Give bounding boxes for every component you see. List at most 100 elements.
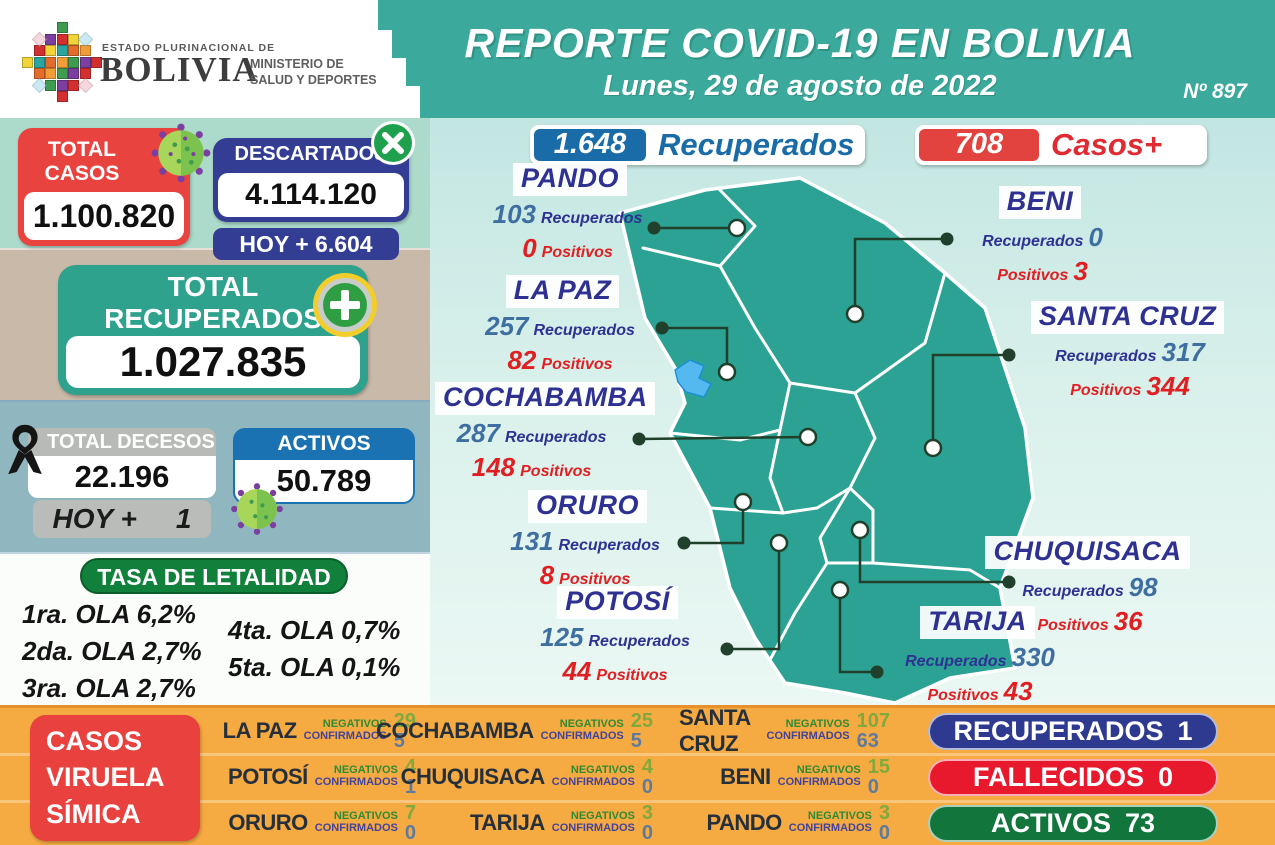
negativos-value: 7 bbox=[404, 802, 416, 824]
recuperados-label: Recuperados bbox=[533, 322, 635, 339]
tasa-row: 1ra. OLA 6,2% bbox=[22, 599, 196, 629]
department-borders bbox=[641, 186, 1002, 660]
tasa-letalidad-title: TASA DE LETALIDAD bbox=[80, 558, 348, 594]
negativos-value: 4 bbox=[404, 756, 416, 778]
logo-square bbox=[79, 56, 91, 68]
recuperados-value: 103 bbox=[492, 199, 536, 229]
dept-cochabamba-positivos: 148 Positivos bbox=[435, 452, 633, 483]
logo-square bbox=[45, 68, 56, 79]
map-dept-beni: BENI Recuperados 0 Positivos 3 bbox=[955, 186, 1125, 287]
daily-recuperados-badge: 1.648 Recuperados bbox=[530, 125, 865, 165]
recuperados-value: 330 bbox=[1011, 642, 1055, 672]
dept-beni-recuperados: Recuperados 0 bbox=[955, 222, 1125, 253]
ministry-name: MINISTERIO DE SALUD Y DEPORTES bbox=[250, 56, 377, 89]
map-dept-oruro: ORURO 131 Recuperados 8 Positivos bbox=[495, 490, 680, 591]
logo-square bbox=[91, 56, 102, 68]
logo-title: BOLIVIA bbox=[100, 50, 259, 89]
dept-name: COCHABAMBA bbox=[435, 382, 656, 415]
dept-potosi-positivos: 44 Positivos bbox=[515, 656, 720, 687]
map-dept-pando: PANDO 103 Recuperados 0 Positivos bbox=[490, 163, 650, 264]
monkeypox-labels: NEGATIVOS CONFIRMADOS bbox=[315, 811, 398, 834]
recuperados-label: Recuperados bbox=[558, 537, 660, 554]
confirmados-value: 0 bbox=[641, 822, 653, 844]
positivos-label: Positivos bbox=[1037, 617, 1109, 634]
dept-oruro-recuperados: 131 Recuperados bbox=[495, 526, 680, 557]
negativos-label: NEGATIVOS bbox=[807, 810, 872, 823]
confirmados-label: CONFIRMADOS bbox=[540, 730, 624, 742]
dept-tarija-positivos: Positivos 43 bbox=[885, 676, 1070, 707]
monkeypox-dept-name: BENI bbox=[720, 764, 771, 789]
monkeypox-labels: NEGATIVOS CONFIRMADOS bbox=[552, 811, 635, 834]
dept-cochabamba-recuperados: 287 Recuperados bbox=[435, 418, 633, 449]
dept-name: PANDO bbox=[512, 163, 627, 196]
total-pill-value: 1 bbox=[1177, 716, 1193, 746]
total-recuperados-card: TOTAL RECUPERADOS 1.027.835 bbox=[58, 265, 368, 395]
recuperados-label: Recuperados bbox=[505, 429, 607, 446]
monkeypox-labels: NEGATIVOS CONFIRMADOS bbox=[552, 765, 635, 788]
row-divider bbox=[0, 800, 1275, 803]
confirmados-label: CONFIRMADOS bbox=[551, 776, 635, 788]
negativos-value: 107 bbox=[856, 710, 890, 732]
viruela-title-line: SÍMICA bbox=[46, 798, 141, 829]
viruela-simica-title-card: CASOS VIRUELA SÍMICA bbox=[30, 715, 200, 841]
total-pill-label: ACTIVOS bbox=[990, 808, 1111, 838]
lake-titicaca bbox=[674, 359, 713, 398]
logo-square bbox=[68, 56, 79, 68]
monkeypox-row-cochabamba: COCHABAMBA NEGATIVOS CONFIRMADOS 25 5 bbox=[376, 710, 679, 751]
positivos-label: Positivos bbox=[1070, 382, 1142, 399]
confirmados-value: 0 bbox=[878, 822, 890, 844]
total-pill-label: RECUPERADOS bbox=[953, 716, 1164, 746]
monkeypox-dept-name: COCHABAMBA bbox=[376, 718, 534, 743]
dept-santa_cruz-recuperados: Recuperados 317 bbox=[1020, 337, 1235, 368]
monkeypox-labels: NEGATIVOS CONFIRMADOS bbox=[541, 719, 624, 742]
monkeypox-labels: NEGATIVOS CONFIRMADOS bbox=[767, 719, 850, 742]
map-dept-la_paz: LA PAZ 257 Recuperados 82 Positivos bbox=[470, 275, 655, 376]
total-pill-value: 0 bbox=[1157, 762, 1174, 792]
negativos-label: NEGATIVOS bbox=[796, 764, 861, 777]
monkeypox-row-beni: BENI NEGATIVOS CONFIRMADOS 15 0 bbox=[679, 757, 916, 797]
confirmados-label: CONFIRMADOS bbox=[777, 776, 861, 788]
confirmados-value: 0 bbox=[641, 776, 653, 798]
monkeypox-values: 29 5 bbox=[394, 711, 416, 751]
monkeypox-row-chuquisaca: CHUQUISACA NEGATIVOS CONFIRMADOS 4 0 bbox=[401, 757, 679, 798]
monkeypox-row-la-paz: LA PAZ NEGATIVOS CONFIRMADOS 29 5 bbox=[205, 711, 442, 751]
dept-name: CHUQUISACA bbox=[985, 536, 1190, 569]
recuperados-label: Recuperados bbox=[905, 653, 1007, 670]
negativos-value: 3 bbox=[641, 802, 653, 824]
dept-name: LA PAZ bbox=[505, 275, 620, 308]
dept-title-la_paz: LA PAZ bbox=[470, 275, 655, 308]
negativos-value: 25 bbox=[630, 710, 653, 732]
recuperados-label: Recuperados bbox=[541, 210, 643, 227]
dept-title-santa_cruz: SANTA CRUZ bbox=[1020, 301, 1235, 334]
total-recuperados-label: TOTAL RECUPERADOS bbox=[104, 271, 322, 335]
tasa-row: 4ta. OLA 0,7% bbox=[228, 615, 401, 645]
monkeypox-dept-name: ORURO bbox=[228, 810, 308, 835]
dept-la_paz-positivos: 82 Positivos bbox=[470, 345, 655, 376]
monkeypox-values: 15 0 bbox=[868, 757, 890, 797]
map-dept-potosi: POTOSÍ 125 Recuperados 44 Positivos bbox=[515, 586, 720, 687]
map-dept-chuquisaca: CHUQUISACA Recuperados 98 Positivos 36 bbox=[975, 536, 1200, 637]
positivos-label: Positivos bbox=[559, 571, 631, 588]
bolivia-map bbox=[618, 176, 1035, 705]
recuperados-value: 257 bbox=[485, 311, 529, 341]
recuperados-value: 98 bbox=[1128, 572, 1158, 602]
dept-name: TARIJA bbox=[920, 606, 1035, 639]
positivos-label: Positivos bbox=[997, 267, 1069, 284]
total-decesos-hoy: HOY + 1 bbox=[33, 500, 211, 538]
confirmados-value: 1 bbox=[404, 776, 416, 798]
confirmados-label: CONFIRMADOS bbox=[551, 822, 635, 834]
dept-tarija-recuperados: Recuperados 330 bbox=[885, 642, 1070, 673]
total-pill-recuperados: RECUPERADOS 1 bbox=[928, 713, 1218, 750]
positivos-label: Positivos bbox=[541, 356, 613, 373]
tasa-row: 2da. OLA 2,7% bbox=[22, 636, 202, 666]
monkeypox-row-pando: PANDO NEGATIVOS CONFIRMADOS 3 0 bbox=[679, 803, 916, 843]
monkeypox-row-potosí: POTOSÍ NEGATIVOS CONFIRMADOS 4 1 bbox=[205, 757, 442, 797]
daily-recuperados-label: Recuperados bbox=[658, 127, 855, 162]
negativos-label: NEGATIVOS bbox=[570, 764, 635, 777]
total-pill-label: FALLECIDOS bbox=[972, 762, 1144, 792]
logo-square bbox=[56, 22, 68, 33]
daily-casos-label: Casos+ bbox=[1051, 127, 1163, 162]
total-decesos-card: TOTAL DECESOS 22.196 bbox=[28, 428, 216, 498]
positivos-value: 82 bbox=[507, 345, 537, 375]
